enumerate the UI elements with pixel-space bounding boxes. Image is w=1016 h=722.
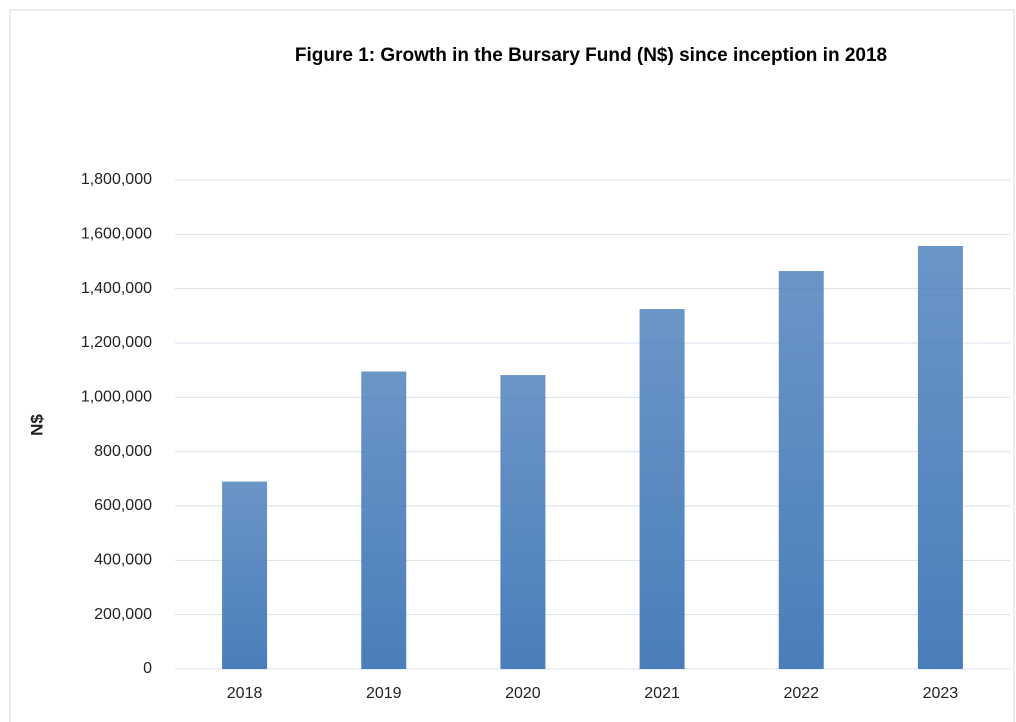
y-tick-label: 0: [143, 660, 152, 677]
x-tick-label: 2021: [644, 685, 680, 702]
x-tick-label: 2020: [505, 685, 541, 702]
y-tick-label: 1,600,000: [81, 226, 152, 243]
y-tick-label: 600,000: [94, 497, 152, 514]
y-tick-label: 1,200,000: [81, 334, 152, 351]
x-tick-label: 2022: [783, 685, 819, 702]
x-tick-label: 2018: [227, 685, 263, 702]
chart-frame: [9, 9, 1015, 722]
y-tick-label: 1,400,000: [81, 280, 152, 297]
y-tick-label: 200,000: [94, 606, 152, 623]
x-tick-label: 2023: [923, 685, 959, 702]
y-tick-label: 1,800,000: [81, 171, 152, 188]
bar: [222, 481, 268, 669]
x-tick-label: 2019: [366, 685, 402, 702]
bar: [500, 375, 546, 669]
y-tick-label: 400,000: [94, 552, 152, 569]
y-axis-label: N$: [27, 414, 46, 436]
bar: [639, 309, 685, 669]
bar: [361, 371, 407, 669]
bar: [778, 271, 824, 669]
y-tick-label: 1,000,000: [81, 389, 152, 406]
y-tick-label: 800,000: [94, 443, 152, 460]
bar: [917, 246, 963, 669]
chart-title: Figure 1: Growth in the Bursary Fund (N$…: [294, 45, 888, 66]
